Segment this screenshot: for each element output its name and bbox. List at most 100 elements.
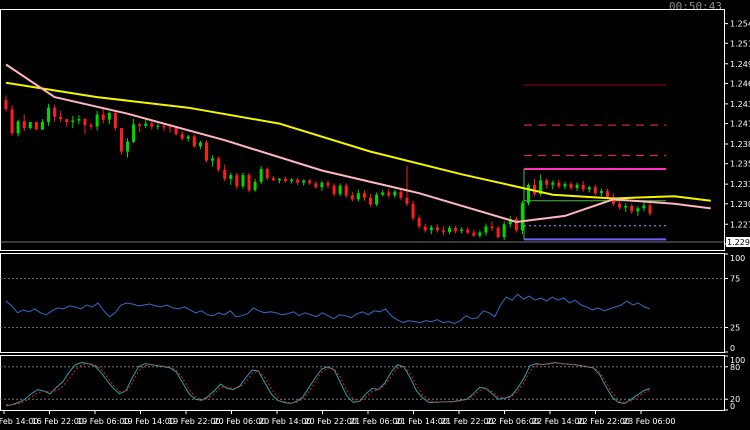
candle-body	[393, 191, 397, 196]
candle-body	[387, 192, 391, 196]
candle-body	[648, 205, 652, 214]
candle-body	[545, 180, 549, 185]
time-tick-label: 23 Feb 06:00	[623, 417, 675, 426]
time-tick-label: 19 Feb 06:00	[77, 417, 129, 426]
candle-5	[34, 122, 38, 130]
candle-body	[150, 123, 154, 127]
candle-19	[119, 128, 123, 155]
candle-body	[472, 232, 476, 236]
price-panel-frame	[0, 9, 725, 251]
candle-body	[642, 205, 646, 209]
candle-body	[65, 119, 69, 123]
time-tick-label: 22 Feb 06:00	[487, 417, 539, 426]
candle-8	[53, 104, 57, 123]
candle-body	[138, 124, 142, 126]
candle-body	[502, 224, 506, 238]
candle-89	[545, 178, 549, 189]
candle-body	[484, 226, 488, 233]
candle-body	[350, 195, 354, 200]
candle-18	[113, 109, 117, 131]
candle-body	[271, 178, 275, 181]
candle-67	[411, 200, 415, 221]
candle-body	[198, 142, 202, 147]
stoch-tick-label: 20	[730, 395, 740, 404]
candle-22	[138, 122, 142, 132]
price-tick-label: 1.2438	[730, 100, 750, 109]
candle-body	[101, 114, 105, 120]
candle-body	[174, 128, 178, 135]
candle-body	[22, 121, 26, 129]
candle-52	[320, 181, 324, 191]
rsi-tick-label: 100	[730, 254, 745, 263]
candle-body	[526, 184, 530, 204]
candle-72	[441, 226, 445, 235]
candle-7	[47, 103, 51, 126]
candle-104	[636, 206, 640, 216]
candle-42	[259, 165, 263, 185]
candle-body	[356, 193, 360, 200]
candle-body	[223, 169, 227, 179]
candle-body	[514, 218, 518, 231]
candle-25	[156, 123, 160, 130]
candle-body	[113, 112, 117, 129]
candle-body	[34, 122, 38, 130]
candle-body	[16, 121, 20, 134]
candle-49	[302, 179, 306, 186]
candle-body	[399, 191, 403, 198]
candle-body	[4, 100, 8, 110]
current-price-text: 1.2293	[727, 238, 750, 247]
candle-38	[235, 172, 239, 190]
candle-body	[435, 227, 439, 231]
candle-body	[308, 180, 312, 184]
candle-102	[624, 203, 628, 213]
time-tick-label: 22 Feb 14:00	[532, 417, 584, 426]
candle-86	[526, 183, 530, 206]
price-tick-label: 1.2412	[730, 120, 750, 129]
candle-4	[28, 122, 32, 130]
candle-39	[241, 172, 245, 189]
moving-averages	[5, 63, 711, 224]
price-tick-label: 1.2465	[730, 79, 750, 88]
candle-60	[369, 193, 373, 207]
candle-body	[302, 180, 306, 183]
stoch-main-line	[5, 361, 651, 407]
candle-90	[551, 180, 555, 190]
candle-body	[460, 229, 464, 232]
rsi-panel-frame	[0, 253, 725, 353]
candle-body	[417, 218, 421, 227]
candle-body	[599, 190, 603, 194]
candle-body	[28, 122, 32, 129]
candle-body	[636, 208, 640, 212]
candle-85	[520, 200, 524, 235]
candle-56	[344, 183, 348, 198]
candle-54	[332, 183, 336, 197]
candle-82	[502, 221, 506, 241]
candle-97	[593, 184, 597, 196]
candle-body	[283, 178, 287, 182]
price-tick-label: 1.2544	[730, 20, 750, 29]
candle-body	[563, 184, 567, 187]
candle-81	[496, 225, 500, 239]
candle-body	[423, 226, 427, 231]
candle-body	[265, 168, 269, 179]
time-tick-label: 20 Feb 06:00	[214, 417, 266, 426]
candle-20	[126, 137, 130, 158]
candle-15	[95, 110, 99, 131]
price-tick-label: 1.2359	[730, 160, 750, 169]
candle-57	[350, 191, 354, 202]
candle-62	[381, 190, 385, 197]
candle-61	[375, 192, 379, 207]
candle-body	[466, 229, 470, 233]
candle-body	[40, 122, 44, 130]
candle-47	[290, 178, 294, 184]
candle-body	[630, 206, 634, 212]
candle-body	[156, 125, 160, 127]
top-tick-mark: '	[537, 0, 540, 6]
candle-30	[186, 134, 190, 142]
candle-43	[265, 167, 269, 181]
rsi-indicator: 100 75 25 0	[0, 253, 745, 353]
candle-body	[132, 124, 136, 142]
